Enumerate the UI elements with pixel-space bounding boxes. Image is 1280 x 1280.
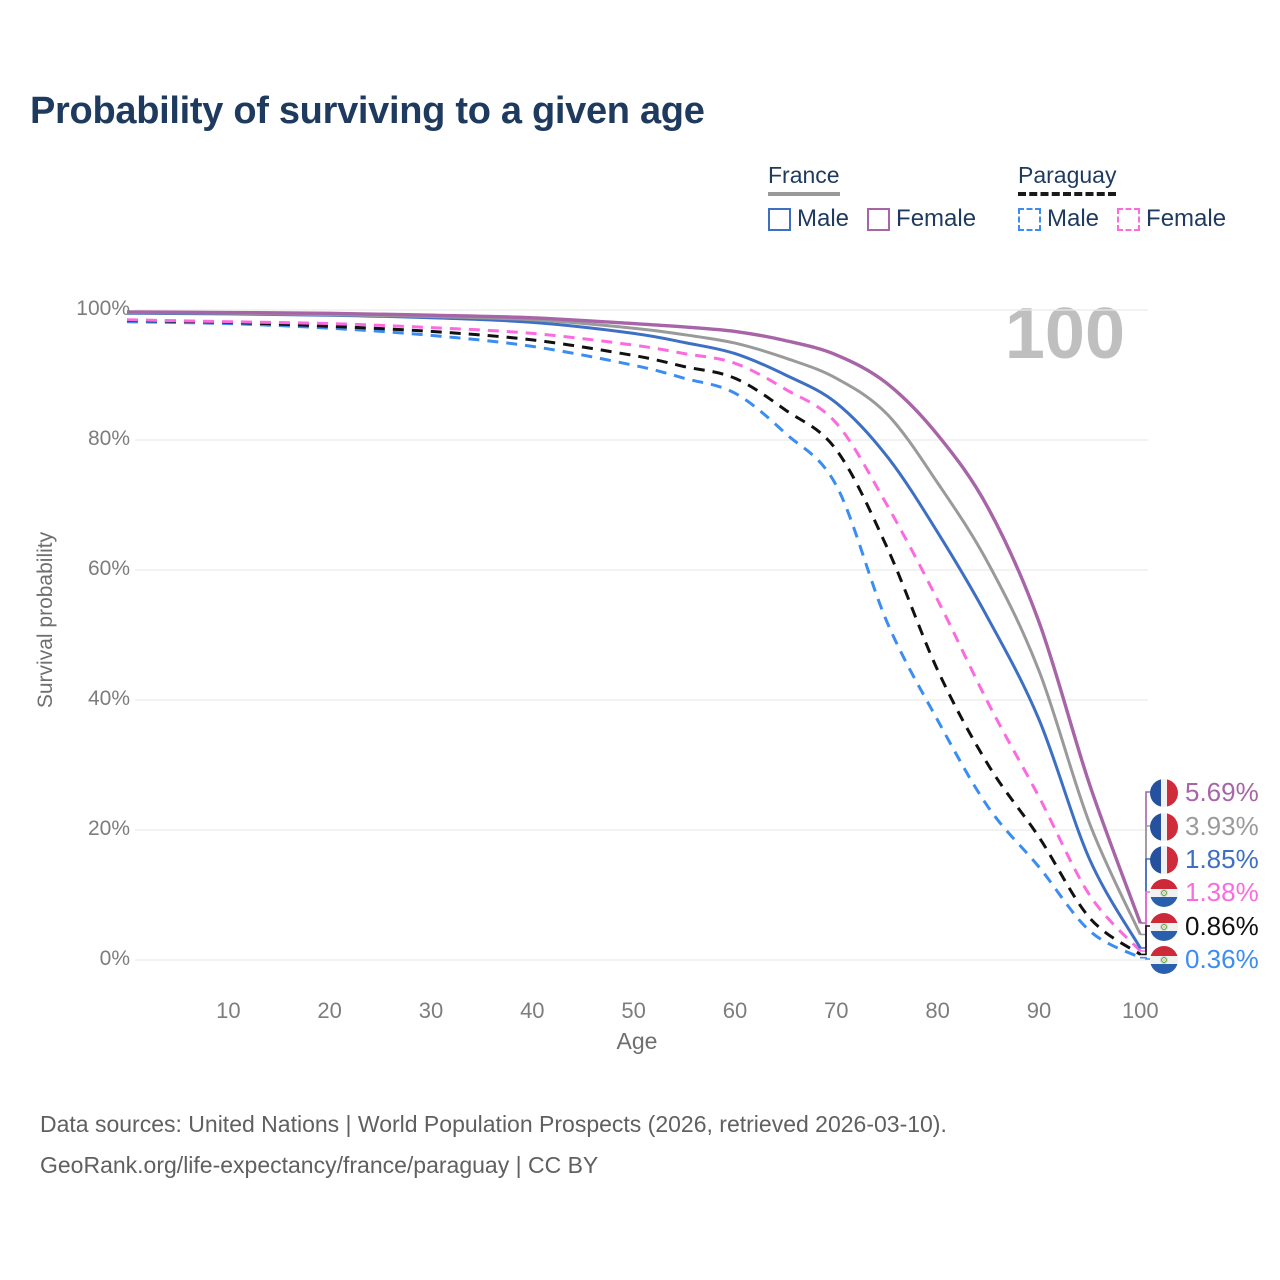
legend-group-france: France Male Female (768, 162, 976, 233)
end-label-connector (1140, 956, 1150, 960)
x-tick-label: 40 (520, 998, 545, 1023)
curve-paraguay-female (126, 318, 1142, 953)
legend-items-france: Male Female (768, 205, 976, 233)
y-tick-label: 0% (99, 947, 130, 970)
end-label-paraguay-both: 0.86% (1150, 911, 1259, 942)
france-flag-icon (1150, 778, 1178, 807)
data-sources-line: Data sources: United Nations | World Pop… (40, 1111, 947, 1137)
curve-france-male (126, 311, 1142, 949)
end-label-value: 5.69% (1185, 777, 1259, 807)
y-tick-label: 100% (76, 297, 130, 320)
end-label-value: 1.85% (1185, 844, 1259, 874)
legend-group-title-france: France (768, 162, 840, 196)
chart-legend: France Male Female Paraguay Male Female (768, 162, 1280, 242)
end-label-paraguay-female: 1.38% (1150, 877, 1259, 908)
x-axis-title: Age (616, 1028, 658, 1054)
x-tick-label: 30 (418, 998, 444, 1023)
curve-france-both (126, 311, 1142, 936)
legend-group-paraguay: Paraguay Male Female (1018, 162, 1226, 233)
legend-item-label: Male (1047, 205, 1100, 232)
paraguay-flag-icon (1150, 878, 1178, 907)
page-title: Probability of surviving to a given age (30, 90, 705, 132)
y-tick-label: 20% (87, 817, 130, 840)
x-tick-label: 90 (1026, 998, 1052, 1023)
y-tick-label: 60% (87, 557, 130, 580)
curve-paraguay-both (126, 318, 1142, 956)
legend-item-france-male[interactable]: Male (768, 205, 849, 233)
end-label-connector (1140, 925, 1150, 956)
france-flag-icon (1150, 845, 1178, 874)
x-tick-label: 100 (1121, 998, 1159, 1023)
paraguay-flag-icon (1150, 912, 1178, 941)
legend-item-paraguay-male[interactable]: Male (1018, 205, 1099, 233)
legend-swatch (867, 207, 891, 231)
x-tick-label: 20 (317, 998, 342, 1023)
legend-swatch (1117, 207, 1141, 231)
legend-item-label: Male (797, 205, 850, 232)
end-label-value: 0.86% (1185, 911, 1259, 941)
paraguay-flag-icon (1150, 945, 1178, 974)
end-label-france-female: 5.69% (1150, 777, 1259, 808)
legend-items-paraguay: Male Female (1018, 205, 1226, 233)
legend-swatch (768, 207, 791, 231)
x-tick-label: 80 (925, 998, 950, 1023)
footer: Data sources: United Nations | World Pop… (40, 1104, 947, 1186)
x-tick-label: 70 (824, 998, 849, 1023)
x-tick-label: 50 (621, 998, 646, 1023)
x-tick-label: 10 (216, 998, 241, 1023)
curve-france-female (126, 310, 1142, 924)
end-label-value: 1.38% (1185, 877, 1259, 907)
legend-swatch (1018, 207, 1041, 231)
legend-item-paraguay-female[interactable]: Female (1117, 205, 1226, 233)
y-tick-label: 40% (87, 687, 130, 710)
y-tick-label: 80% (87, 427, 130, 450)
x-tick-label: 60 (722, 998, 748, 1023)
end-label-connector (1140, 791, 1150, 924)
curve-paraguay-male (126, 320, 1142, 960)
end-label-value: 3.93% (1185, 811, 1259, 841)
legend-item-france-female[interactable]: Female (867, 205, 976, 233)
attribution-line: GeoRank.org/life-expectancy/france/parag… (40, 1151, 599, 1178)
france-flag-icon (1150, 812, 1178, 841)
end-label-france-both: 3.93% (1150, 811, 1259, 842)
end-label-paraguay-male: 0.36% (1150, 944, 1259, 975)
end-label-connector (1140, 891, 1150, 952)
end-label-france-male: 1.85% (1150, 844, 1259, 875)
legend-item-label: Female (896, 205, 977, 232)
end-label-connector (1140, 825, 1150, 936)
end-label-value: 0.36% (1185, 944, 1259, 974)
legend-group-title-paraguay: Paraguay (1018, 162, 1117, 196)
legend-item-label: Female (1146, 205, 1227, 232)
